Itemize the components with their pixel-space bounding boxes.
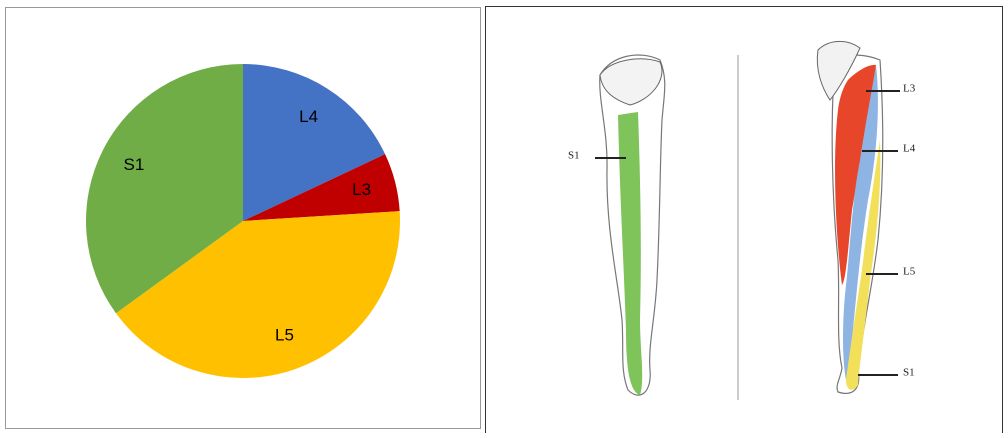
fig-label: L5	[903, 266, 916, 278]
pie-slice	[85, 64, 243, 314]
pie: L4 L3 L5 S1	[85, 64, 401, 378]
pie-slice	[243, 64, 386, 221]
fig-label: S1	[568, 150, 580, 162]
illustration-frame	[485, 6, 1003, 433]
leg-illustration: S1 L3 L4 L5 S1	[568, 41, 916, 400]
front-thigh	[816, 41, 861, 101]
slice-label: L5	[275, 326, 294, 345]
pie-slice	[115, 211, 401, 378]
l5-band	[846, 140, 881, 390]
fig-label: L4	[903, 143, 916, 155]
pie-slice	[243, 154, 400, 221]
fig-label: S1	[903, 367, 915, 379]
l4-band	[843, 65, 878, 380]
back-thigh	[599, 58, 663, 106]
l3-band	[835, 64, 876, 285]
fig-label: L3	[903, 83, 916, 95]
slice-label: L4	[299, 107, 318, 126]
slice-label: L3	[352, 180, 371, 199]
s1-band	[618, 112, 643, 395]
slice-label: S1	[123, 155, 144, 174]
